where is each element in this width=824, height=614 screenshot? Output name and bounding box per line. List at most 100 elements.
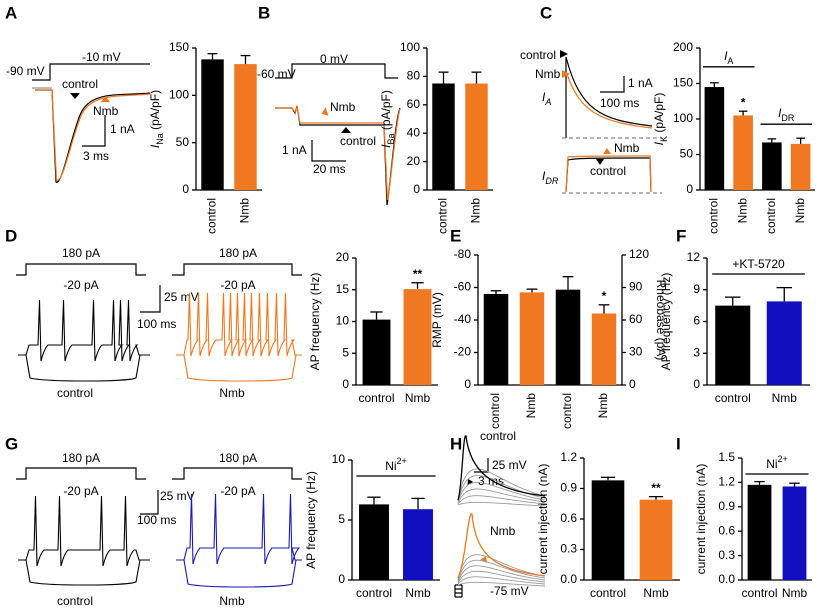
tick-label: 1.2: [560, 450, 577, 464]
bar: [715, 305, 751, 385]
scale-bar: [82, 115, 106, 147]
trace-panel-c: control Nmb 1 nA 100 ms IA IDR Nmb contr…: [520, 48, 662, 194]
label-part: (pA/pF): [148, 90, 162, 133]
bar: [201, 59, 224, 190]
category-label: control: [741, 586, 777, 600]
bar: [403, 289, 432, 385]
tick-label: 150: [169, 40, 189, 54]
label-part: Ni: [766, 457, 777, 471]
trace: [457, 435, 546, 501]
significance: *: [602, 289, 607, 303]
tick-label: 0.9: [560, 481, 577, 495]
tick-label: 0.3: [560, 542, 577, 556]
tick-label: 0.9: [718, 499, 735, 513]
category-label: Nmb: [469, 198, 483, 224]
tick-label: 1.5: [718, 450, 735, 464]
label: 1 nA: [110, 122, 135, 136]
bar: [432, 83, 455, 190]
marker: [560, 50, 568, 58]
bar: [483, 294, 509, 385]
trace: [18, 495, 150, 567]
label: -90 mV: [6, 64, 45, 78]
marker: [341, 127, 351, 133]
category-label: Nmb: [782, 586, 808, 600]
tick-label: 0.0: [560, 572, 577, 586]
label-part: 2+: [778, 454, 788, 464]
category-label: control: [590, 586, 626, 600]
bar: [234, 64, 257, 190]
label: Ni2+: [385, 456, 407, 473]
label: AP frequency (Hz): [659, 273, 673, 371]
category-label: Nmb: [524, 393, 538, 419]
label: 25 mV: [164, 290, 199, 304]
label: 100 ms: [137, 513, 176, 527]
trace-panel-a: -90 mV -10 mV control Nmb 1 nA 3 ms: [6, 50, 151, 183]
bar: [790, 143, 811, 190]
trace: [457, 581, 546, 587]
trace: [18, 354, 150, 382]
tick-label: 150: [673, 76, 693, 90]
bar: [403, 509, 433, 580]
stimulus: [172, 467, 302, 480]
label: Nmb: [330, 100, 356, 114]
label-part: I: [542, 169, 546, 183]
marker: [562, 70, 570, 78]
label: 25 mV: [160, 489, 195, 503]
category-label: control: [356, 586, 392, 600]
label: control: [57, 386, 93, 400]
trace: [176, 559, 302, 588]
category-label: control: [436, 198, 450, 234]
significance: **: [651, 481, 661, 495]
label: control: [340, 134, 376, 148]
marker: [321, 107, 329, 116]
label-part: +KT-5720: [732, 257, 785, 271]
tick-label: 5: [338, 512, 345, 526]
trace: [457, 495, 546, 505]
tick-label: 0: [182, 182, 189, 196]
trace: [275, 104, 401, 201]
panel-label: H: [450, 434, 462, 453]
tick-label: 20: [407, 154, 421, 168]
label: IK (pA/pF): [652, 93, 669, 146]
marker: [596, 159, 604, 165]
tick-label: -40: [454, 312, 472, 326]
panel-label: A: [5, 3, 17, 22]
scale-bar: [140, 490, 159, 515]
label: -20 pA: [220, 278, 255, 292]
label: Rheobase (pA): [654, 280, 668, 361]
label: 0 mV: [320, 52, 348, 66]
tick-label: 3: [693, 345, 700, 359]
label-part: K: [659, 136, 669, 142]
label: Nmb: [219, 594, 245, 608]
label: IA: [724, 49, 733, 66]
trace-panel-d: 180 pA -20 pA 180 pA -20 pA 25 mV 100 ms…: [16, 246, 302, 400]
trace: [176, 493, 302, 565]
label-part: Rheobase (pA): [654, 280, 668, 361]
category-label: control: [488, 393, 502, 429]
label: AP frequency (Hz): [308, 273, 322, 371]
label: 20 ms: [313, 162, 346, 176]
tick-label: 0: [686, 182, 693, 196]
trace: [457, 513, 546, 579]
panel-label: G: [5, 434, 18, 453]
marker: [101, 96, 110, 102]
trace: [566, 73, 653, 129]
bar: [766, 301, 802, 385]
trace: [457, 554, 546, 581]
tick-label: 0: [693, 377, 700, 391]
tick-label: 15: [336, 282, 350, 296]
trace: [176, 354, 302, 382]
trace-panel-b: -60 mV 0 mV Nmb control 1 nA 20 ms: [257, 52, 401, 206]
category-label: control: [707, 198, 721, 234]
tick-label: 0: [338, 572, 345, 586]
label: 100 ms: [137, 317, 176, 331]
label-part: AP frequency (Hz): [659, 273, 673, 371]
scale-bar: [311, 140, 346, 162]
tick-label: 0: [413, 182, 420, 196]
category-label: Nmb: [793, 198, 807, 224]
bar: [782, 486, 807, 580]
panel-label: C: [540, 3, 552, 22]
label-part: I: [724, 49, 728, 63]
label: control: [57, 594, 93, 608]
tick-label: 10: [332, 452, 346, 466]
